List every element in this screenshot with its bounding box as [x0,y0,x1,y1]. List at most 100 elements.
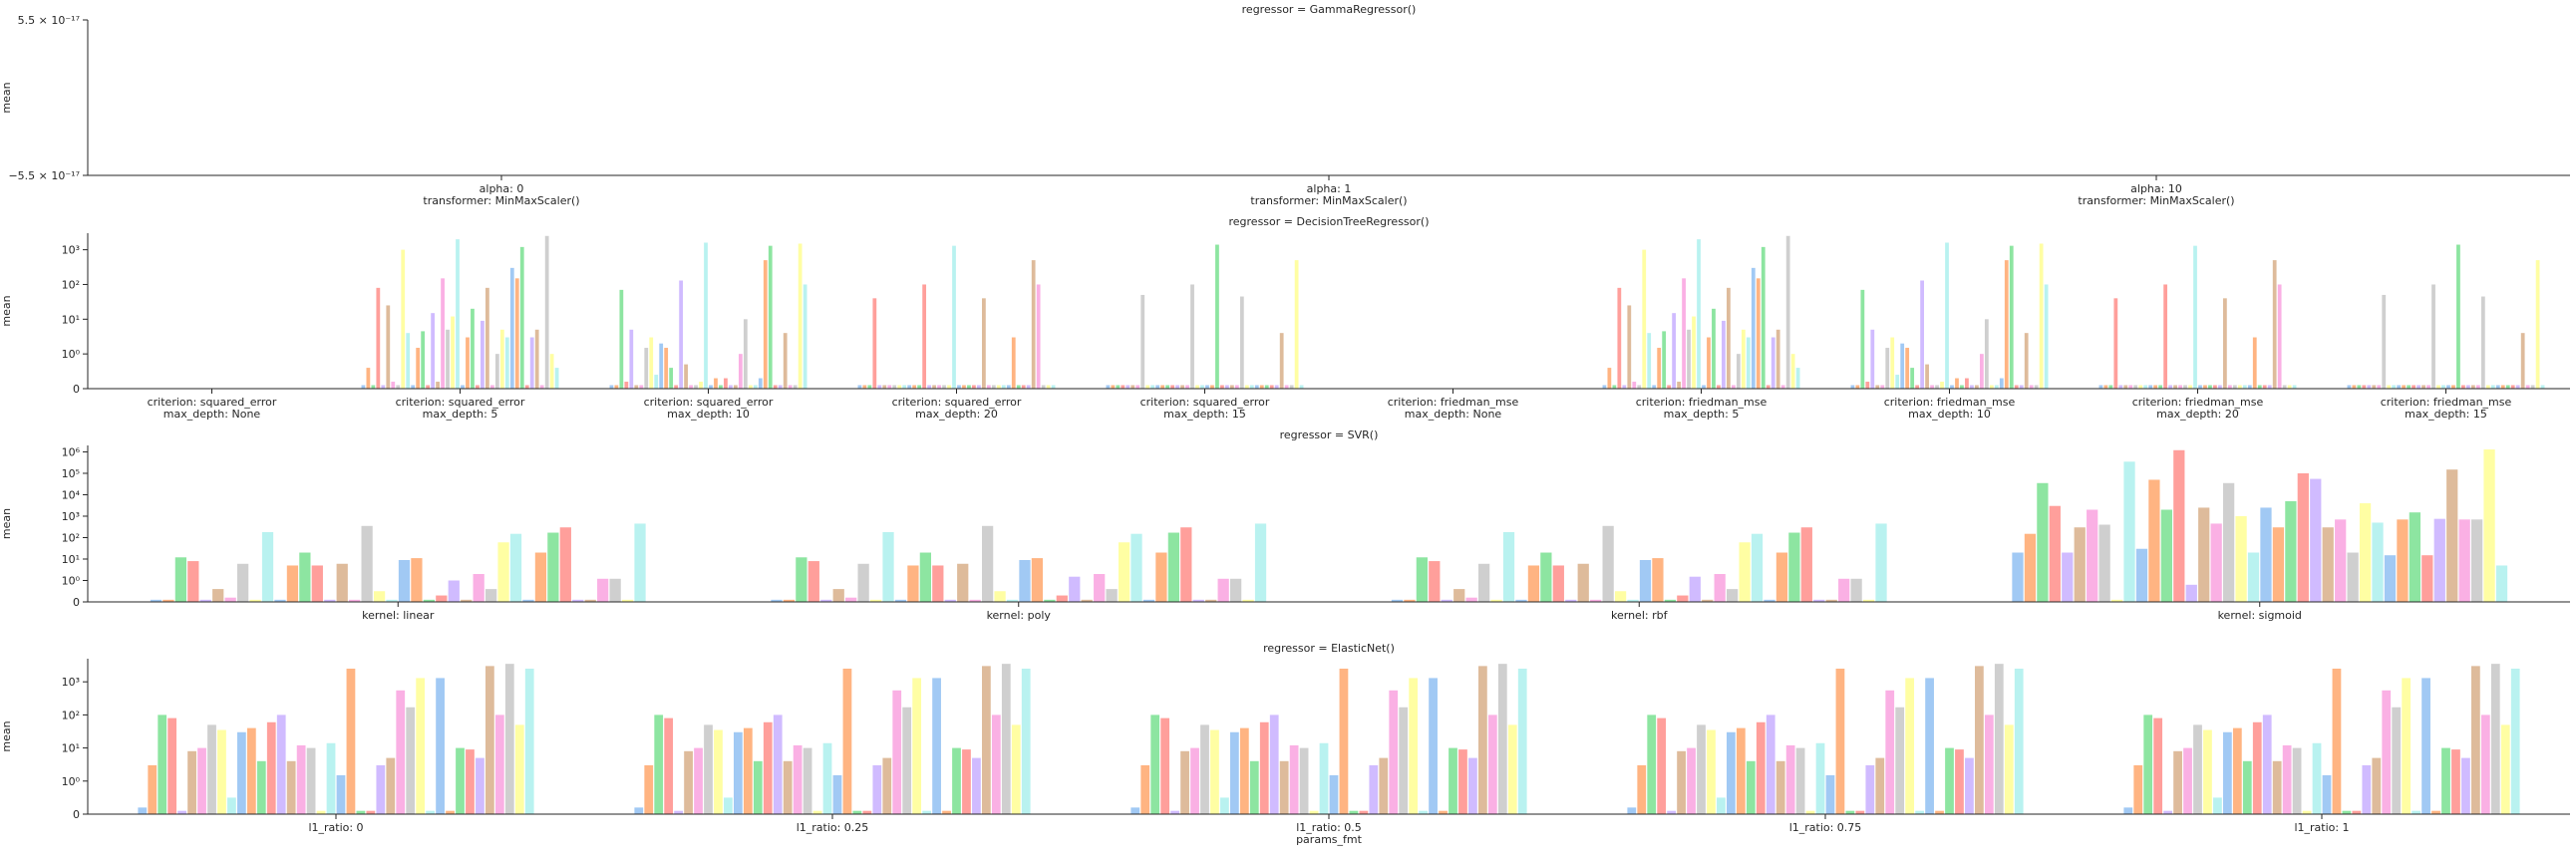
bar [684,750,693,814]
bar [1111,385,1116,389]
bar [2372,385,2377,389]
x-tick-label: l1_ratio: 0.5 [1296,821,1362,834]
bar [2387,385,2392,389]
bar [1409,678,1419,814]
bar [1984,319,1989,389]
bar [1905,348,1910,389]
bar [1652,558,1664,602]
bar [709,385,713,389]
bar [2342,810,2352,814]
bar [2461,757,2470,814]
bar [768,245,773,389]
bar [977,385,981,389]
bar [539,385,544,389]
bar [1790,354,1795,389]
bar [499,329,504,389]
bar [783,599,796,602]
bar [311,565,323,602]
bar [451,316,455,389]
bar [162,599,174,602]
bar [1707,337,1711,389]
bar [969,599,981,602]
bar [1915,385,1920,389]
bar [299,552,311,602]
bar [207,724,216,814]
bar [1890,337,1895,389]
x-tick-label: max_depth: 15 [1163,408,1246,421]
bar [619,289,624,389]
bar [2267,385,2272,389]
bar [1150,385,1155,389]
bar [2510,385,2515,389]
bar [1751,533,1764,602]
bar [2173,449,2185,602]
bar [386,305,391,389]
bar [2402,385,2407,389]
bar [436,382,440,389]
bar [2277,284,2282,389]
bar [1687,329,1691,389]
bar [2412,385,2416,389]
bar [2223,482,2235,602]
bar [138,807,148,814]
bar [1925,678,1934,814]
panel-title: regressor = SVR() [1280,428,1379,441]
bar [867,385,872,389]
bar [423,599,435,602]
bar [1294,260,1299,389]
bar [629,329,634,389]
bar [597,578,609,602]
bar [962,749,971,814]
bar [832,774,842,814]
bar [639,385,644,389]
bar [1449,747,1457,814]
y-tick-label: −5.5 × 10⁻¹⁷ [8,169,80,182]
y-axis-label: mean [0,82,13,113]
bar [1989,385,1994,389]
bar [2495,565,2508,602]
x-tick-label: criterion: squared_error [396,396,525,409]
bar [1180,527,1192,602]
bar [1142,599,1155,602]
panel-title: regressor = ElasticNet() [1263,642,1395,655]
bar [1210,729,1219,814]
bar [1185,385,1189,389]
bar [1657,348,1662,389]
bar [1379,757,1389,814]
bar [349,599,361,602]
bar [2004,724,2014,814]
bar [1399,707,1409,814]
bar [724,797,733,814]
bar [743,727,753,814]
bar [2471,666,2480,814]
bar [256,760,266,814]
y-tick-label: 10⁰ [62,574,81,587]
y-tick-label: 0 [73,808,80,821]
bar [1642,249,1647,389]
bar [2108,385,2113,389]
bar [286,760,296,814]
bar [1195,385,1199,389]
x-tick-label: kernel: poly [987,609,1052,622]
x-tick-label: criterion: squared_error [644,396,774,409]
bar [2208,385,2212,389]
bar [2133,764,2143,814]
bar [485,589,497,602]
bar [2173,750,2182,814]
bar [361,385,366,389]
bar [753,385,758,389]
bar [1756,278,1761,389]
bar [373,591,386,602]
bar [1234,385,1239,389]
bar [306,747,316,814]
bar [1239,296,1244,389]
bar [1160,717,1170,814]
bar [326,742,336,814]
bar [1269,385,1274,389]
bar [812,810,822,814]
bar [2392,385,2397,389]
bar [2163,810,2172,814]
bar [2203,385,2207,389]
bar [2285,500,2297,602]
